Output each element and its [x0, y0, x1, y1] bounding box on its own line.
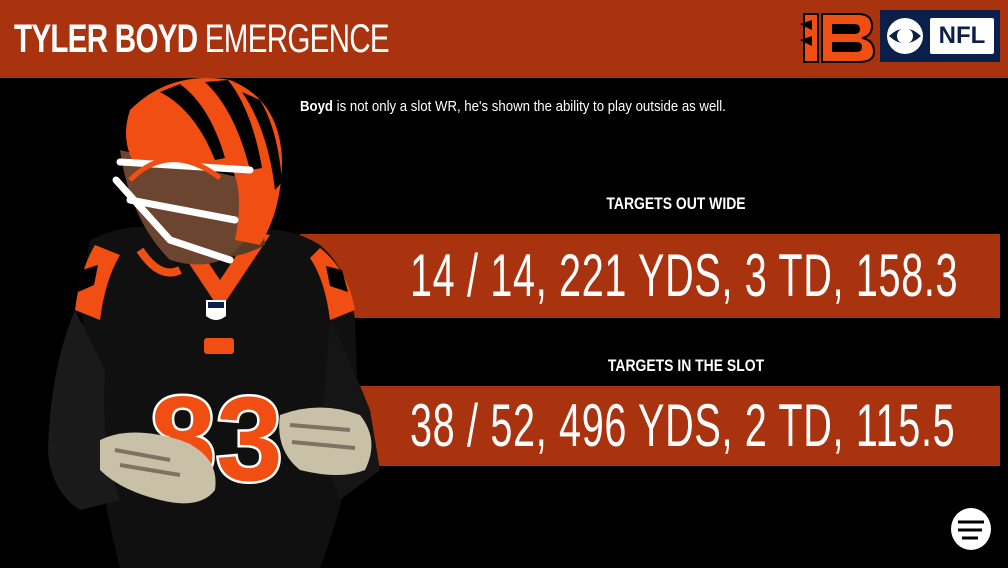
stat-bar-slot	[300, 386, 1000, 466]
page-title: TYLER BOYD EMERGENCE	[14, 14, 390, 64]
stat-value-slot: 38 / 52, 496 YDS, 2 TD, 115.5	[410, 392, 956, 459]
player-photo: 83	[48, 78, 380, 568]
stat-value-out-wide: 14 / 14, 221 YDS, 3 TD, 158.3	[410, 242, 959, 309]
cbs-nfl-logo: NFL	[880, 10, 1000, 62]
nfl-badge-text: NFL	[938, 22, 986, 49]
intro-description: is not only a slot WR, he's shown the ab…	[333, 98, 726, 115]
title-player-name: TYLER BOYD	[14, 17, 198, 61]
nfl-badge: NFL	[930, 18, 994, 54]
stat-label-out-wide: TARGETS OUT WIDE	[606, 194, 746, 213]
bengals-logo-icon	[800, 13, 876, 63]
intro-player-name: Boyd	[300, 98, 333, 115]
stat-label-slot: TARGETS IN THE SLOT	[607, 356, 765, 375]
pff-logo-icon	[951, 508, 991, 550]
intro-text: Boyd is not only a slot WR, he's shown t…	[300, 96, 793, 118]
cbs-eye-icon	[887, 18, 923, 54]
stat-bar-out-wide	[300, 234, 1000, 318]
title-emergence: EMERGENCE	[204, 17, 390, 61]
